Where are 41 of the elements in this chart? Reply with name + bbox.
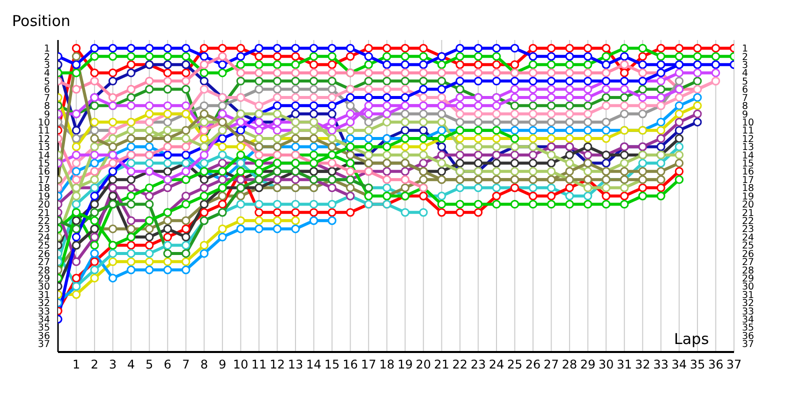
x-tick-label: 12 — [270, 358, 285, 372]
x-tick-label: 33 — [653, 358, 669, 372]
x-tick-label: 21 — [434, 358, 450, 372]
x-tick-label: 9 — [218, 358, 226, 372]
x-tick-label: 16 — [342, 358, 358, 372]
x-tick-label: 27 — [544, 358, 559, 372]
x-tick-label: 35 — [690, 358, 706, 372]
x-tick-label: 19 — [397, 358, 413, 372]
x-tick-label: 22 — [452, 358, 468, 372]
x-tick-label: 15 — [324, 358, 340, 372]
x-tick-label: 8 — [200, 358, 208, 372]
x-tick-label: 20 — [416, 358, 432, 372]
x-tick-label: 24 — [488, 358, 504, 372]
x-tick-label: 28 — [562, 358, 578, 372]
x-tick-label: 17 — [360, 358, 376, 372]
x-tick-label: 26 — [525, 358, 541, 372]
y2-tick-label: 37 — [742, 339, 754, 350]
y-tick-label: 37 — [38, 339, 50, 350]
x-tick-label: 6 — [164, 358, 172, 372]
y-axis-title: Position — [12, 12, 70, 30]
x-tick-label: 3 — [108, 358, 117, 372]
x-tick-label: 34 — [672, 358, 687, 372]
x-tick-label: 13 — [288, 358, 304, 372]
x-tick-label: 4 — [127, 358, 135, 372]
x-tick-label: 31 — [616, 358, 632, 372]
x-tick-label: 2 — [90, 358, 98, 372]
x-tick-label: 11 — [251, 358, 267, 372]
x-tick-label: 14 — [306, 358, 322, 372]
x-tick-label: 10 — [233, 358, 248, 372]
x-tick-label: 30 — [598, 358, 614, 372]
x-tick-label: 36 — [708, 358, 724, 372]
x-tick-label: 29 — [580, 358, 596, 372]
x-tick-label: 37 — [726, 358, 742, 372]
x-tick-label: 18 — [379, 358, 395, 372]
x-tick-label: 25 — [507, 358, 522, 372]
x-tick-label: 5 — [146, 358, 154, 372]
x-tick-label: 7 — [182, 358, 190, 372]
x-tick-label: 1 — [72, 358, 80, 372]
x-tick-label: 23 — [470, 358, 486, 372]
x-axis-title: Laps — [674, 330, 709, 348]
x-tick-label: 32 — [635, 358, 650, 372]
